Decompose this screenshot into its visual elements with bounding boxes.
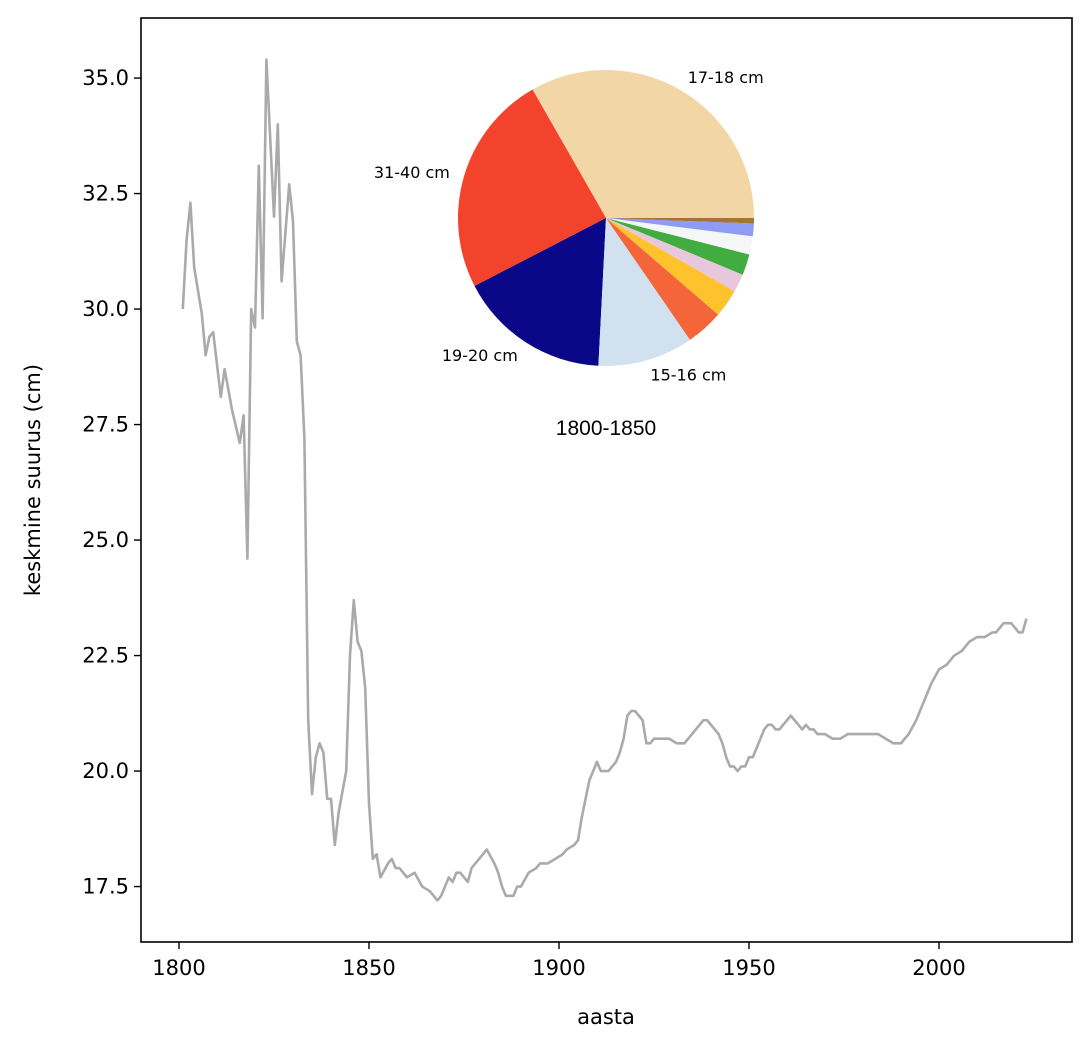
- pie-slice-label: 15-16 cm: [650, 366, 726, 385]
- y-axis-title: keskmine suurus (cm): [21, 364, 45, 596]
- y-tick-label: 35.0: [82, 66, 129, 90]
- pie-slice-1: [457, 89, 606, 286]
- pie-slice-label: 17-18 cm: [688, 68, 764, 87]
- line-series-layer: [181, 58, 1028, 902]
- pie-slice-3: [598, 218, 691, 366]
- pie-slice-5: [606, 218, 735, 315]
- x-tick-label: 1800: [152, 956, 205, 980]
- y-axis: 17.5 20.0 22.5 25.0 27.5 30.0 32.5 35.0: [82, 66, 141, 899]
- pie-slice-10: [606, 218, 754, 224]
- pie-caption: 1800-1850: [556, 417, 656, 440]
- pie-slice-0: [532, 69, 754, 218]
- x-tick-label: 1950: [722, 956, 775, 980]
- pie-slice-8: [606, 218, 753, 255]
- y-tick-label: 22.5: [82, 644, 129, 668]
- pie-slice-7: [606, 218, 750, 275]
- pie-slice-6: [606, 218, 743, 292]
- pie-slice-9: [606, 218, 754, 237]
- x-axis: 1800 1850 1900 1950 2000: [152, 942, 966, 980]
- pie-slice-4: [606, 218, 719, 340]
- plot-frame: [140, 17, 1073, 943]
- line-series-0: [181, 58, 1028, 902]
- y-tick-label: 27.5: [82, 413, 129, 437]
- pie-slice-2: [474, 218, 606, 366]
- x-tick-label: 2000: [912, 956, 965, 980]
- x-tick-label: 1900: [532, 956, 585, 980]
- y-tick-label: 25.0: [82, 528, 129, 552]
- y-tick-label: 20.0: [82, 759, 129, 783]
- x-axis-title: aasta: [577, 1005, 635, 1029]
- pie-chart: 17-18 cm 31-40 cm 19-20 cm 15-16 cm 1800-185…: [374, 68, 764, 440]
- y-tick-label: 32.5: [82, 182, 129, 206]
- y-tick-label: 30.0: [82, 297, 129, 321]
- x-tick-label: 1850: [342, 956, 395, 980]
- pie-slice-label: 19-20 cm: [442, 346, 518, 365]
- y-tick-label: 17.5: [82, 875, 129, 899]
- pie-slice-label: 31-40 cm: [374, 163, 450, 182]
